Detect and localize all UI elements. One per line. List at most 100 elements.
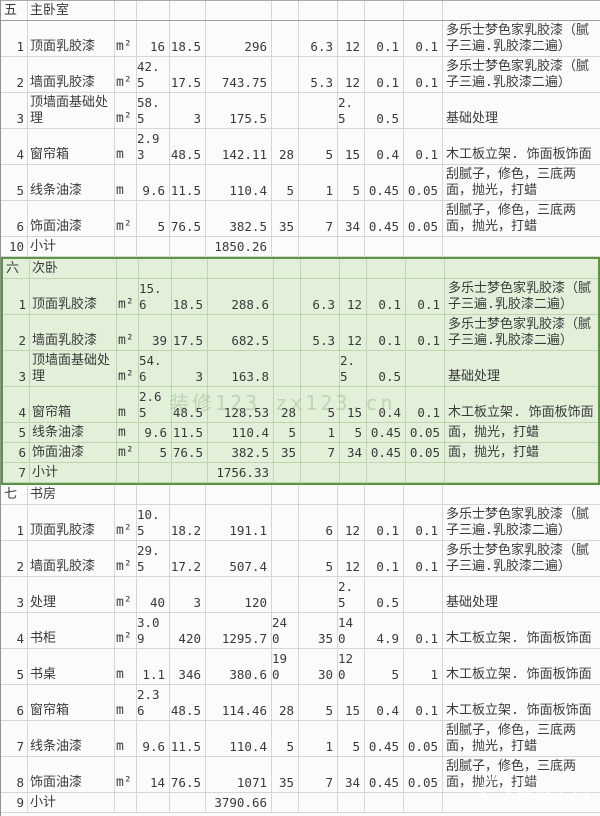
cell-price <box>170 1 206 20</box>
cell-c11 <box>404 1 443 20</box>
cell-remark: 基础处理 <box>448 369 501 384</box>
cell-qty: 3.09 <box>137 613 170 648</box>
cell-num: 6 <box>1 201 28 236</box>
cell-c7: 5 <box>272 165 299 200</box>
cell-num: 1 <box>3 279 30 314</box>
cell-c8: 5 <box>301 387 340 422</box>
cell-price: 76.5 <box>170 201 206 236</box>
cell-total: 110.4 <box>206 721 272 756</box>
cell-qty: 2.93 <box>137 129 170 164</box>
cell-qty <box>137 1 170 20</box>
cell-unit: m² <box>115 757 137 792</box>
cell-price: 48.5 <box>172 387 208 422</box>
cell-c10: 0.1 <box>365 57 404 92</box>
cell-price: 48.5 <box>170 685 206 720</box>
cell-num: 9 <box>1 793 28 812</box>
cell-total: 1756.33 <box>208 463 274 482</box>
cell-c9: 15 <box>338 129 365 164</box>
cell-c8 <box>299 1 338 20</box>
cell-num: 1 <box>1 505 28 540</box>
cell-total <box>206 1 272 20</box>
cell-total: 120 <box>206 577 272 612</box>
cell-c10: 0.5 <box>365 93 404 128</box>
cell-c8: 35 <box>299 613 338 648</box>
cell-c11: 0.05 <box>406 443 445 462</box>
cell-c11: 0.1 <box>406 387 445 422</box>
cell-remark: 木工板立架. 饰面板饰面 <box>446 147 592 162</box>
cell-item: 墙面乳胶漆 <box>28 541 115 576</box>
cell-c10: 0.45 <box>367 443 406 462</box>
cell-remark: 刮腻子，修色，三底两面，抛光，打蜡 <box>446 203 577 234</box>
cell-c10: 0.45 <box>367 423 406 442</box>
cell-c7 <box>272 1 299 20</box>
cell-c11 <box>406 463 445 482</box>
cell-item: 小计 <box>28 793 115 812</box>
cell-qty: 5 <box>139 443 172 462</box>
cell-price: 18.5 <box>172 279 208 314</box>
cell-c8 <box>299 793 338 812</box>
cell-item: 顶墙面基础处理 <box>30 351 117 386</box>
cell-c9: 15 <box>338 685 365 720</box>
cell-item: 窗帘箱 <box>30 387 117 422</box>
table-row: 7 线条油漆 m 9.6 11.5 110.4 5 1 5 0.45 0.05 刮腻子，修色，三底两面… <box>1 721 600 757</box>
cell-qty: 42.5 <box>137 57 170 92</box>
cell-qty: 5 <box>137 201 170 236</box>
cell-qty: 39 <box>139 315 172 350</box>
cell-unit: m² <box>115 613 137 648</box>
cell-price <box>172 259 208 278</box>
cell-num: 5 <box>1 165 28 200</box>
cell-c7: 35 <box>272 757 299 792</box>
cell-c8 <box>301 259 340 278</box>
cell-c7: 240 <box>272 613 299 648</box>
cell-price: 76.5 <box>172 443 208 462</box>
cell-c7 <box>272 485 299 504</box>
cell-c9: 2.5 <box>340 351 367 386</box>
cell-item: 顶面乳胶漆 <box>28 505 115 540</box>
cell-num: 2 <box>1 57 28 92</box>
cell-c10: 0.4 <box>365 685 404 720</box>
cell-c8 <box>299 577 338 612</box>
cell-c8: 7 <box>299 201 338 236</box>
cell-unit <box>117 259 139 278</box>
cell-c11: 0.05 <box>404 165 443 200</box>
cell-c11: 0.1 <box>404 505 443 540</box>
cell-unit: m <box>115 165 137 200</box>
cell-qty: 1.1 <box>137 649 170 684</box>
table-row: 3 顶墙面基础处理 m² 54.6 3 163.8 2.5 0.5 基础处理 <box>3 351 598 387</box>
cell-c9: 12 <box>338 21 365 56</box>
cell-unit: m <box>115 685 137 720</box>
cell-num: 7 <box>1 721 28 756</box>
cell-c8: 6.3 <box>299 21 338 56</box>
cell-item: 线条油漆 <box>28 165 115 200</box>
cell-c7: 28 <box>274 387 301 422</box>
cell-c11 <box>404 237 443 256</box>
cell-num: 3 <box>1 577 28 612</box>
cell-c9: 120 <box>338 649 365 684</box>
cell-c11: 0.05 <box>404 721 443 756</box>
cell-c7: 5 <box>274 423 301 442</box>
cell-c7 <box>272 541 299 576</box>
cell-total: 288.6 <box>208 279 274 314</box>
cell-unit: m <box>117 423 139 442</box>
cell-c8: 30 <box>299 649 338 684</box>
cell-c10 <box>367 259 406 278</box>
cell-item: 书柜 <box>28 613 115 648</box>
cell-c10 <box>367 463 406 482</box>
cell-c8: 5 <box>299 541 338 576</box>
cell-remark <box>443 1 600 20</box>
cell-num: 8 <box>1 757 28 792</box>
cell-c10: 5 <box>365 649 404 684</box>
cell-qty: 15.6 <box>139 279 172 314</box>
cell-c7: 190 <box>272 649 299 684</box>
cell-price: 11.5 <box>172 423 208 442</box>
cell-c10: 0.45 <box>365 201 404 236</box>
cell-item: 窗帘箱 <box>28 685 115 720</box>
cell-remark: 多乐士梦色家乳胶漆（腻子三遍.乳胶漆二遍） <box>448 281 592 312</box>
cell-c9: 2.5 <box>338 577 365 612</box>
cell-c7: 28 <box>272 129 299 164</box>
section-header-row: 七书房 <box>1 485 600 505</box>
cell-c11: 0.1 <box>404 21 443 56</box>
cell-unit: m <box>117 387 139 422</box>
cell-c11: 0.1 <box>404 129 443 164</box>
cell-c10 <box>365 793 404 812</box>
